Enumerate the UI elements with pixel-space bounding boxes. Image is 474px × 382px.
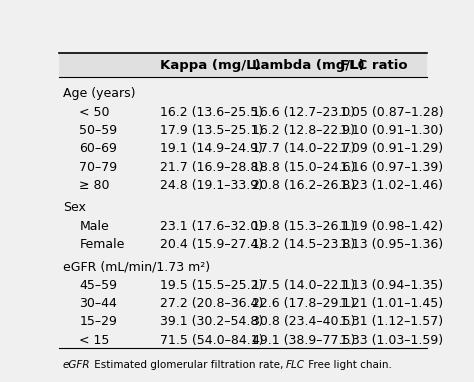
Text: 19.8 (15.3–26.1): 19.8 (15.3–26.1) (252, 220, 355, 233)
Text: FLC ratio: FLC ratio (340, 59, 408, 72)
Text: 70–79: 70–79 (80, 161, 118, 174)
FancyBboxPatch shape (59, 53, 427, 77)
Text: 17.7 (14.0–22.7): 17.7 (14.0–22.7) (252, 142, 356, 155)
Text: Lambda (mg/L): Lambda (mg/L) (252, 59, 365, 72)
Text: 19.5 (15.5–25.2): 19.5 (15.5–25.2) (160, 279, 264, 292)
Text: 27.2 (20.8–36.4): 27.2 (20.8–36.4) (160, 297, 264, 310)
Text: 60–69: 60–69 (80, 142, 118, 155)
Text: FLC: FLC (286, 360, 305, 370)
Text: 1.10 (0.91–1.30): 1.10 (0.91–1.30) (340, 124, 444, 137)
Text: 1.19 (0.98–1.42): 1.19 (0.98–1.42) (340, 220, 443, 233)
Text: 16.6 (12.7–23.0): 16.6 (12.7–23.0) (252, 106, 355, 119)
Text: 1.33 (1.03–1.59): 1.33 (1.03–1.59) (340, 334, 443, 347)
Text: Female: Female (80, 238, 125, 251)
Text: Sex: Sex (63, 201, 86, 214)
Text: 16.2 (13.6–25.5): 16.2 (13.6–25.5) (160, 106, 264, 119)
Text: 22.6 (17.8–29.1): 22.6 (17.8–29.1) (252, 297, 355, 310)
Text: 30.8 (23.4–40.5): 30.8 (23.4–40.5) (252, 316, 356, 329)
Text: 1.23 (1.02–1.46): 1.23 (1.02–1.46) (340, 179, 443, 192)
Text: 24.8 (19.1–33.9): 24.8 (19.1–33.9) (160, 179, 263, 192)
Text: 1.21 (1.01–1.45): 1.21 (1.01–1.45) (340, 297, 443, 310)
Text: 30–44: 30–44 (80, 297, 118, 310)
Text: Age (years): Age (years) (63, 87, 136, 100)
Text: 1.09 (0.91–1.29): 1.09 (0.91–1.29) (340, 142, 443, 155)
Text: 15–29: 15–29 (80, 316, 118, 329)
Text: < 50: < 50 (80, 106, 110, 119)
Text: 71.5 (54.0–84.1): 71.5 (54.0–84.1) (160, 334, 264, 347)
Text: 1.31 (1.12–1.57): 1.31 (1.12–1.57) (340, 316, 443, 329)
Text: 1.13 (0.95–1.36): 1.13 (0.95–1.36) (340, 238, 443, 251)
Text: Kappa (mg/L): Kappa (mg/L) (160, 59, 261, 72)
Text: 1.05 (0.87–1.28): 1.05 (0.87–1.28) (340, 106, 444, 119)
Text: 45–59: 45–59 (80, 279, 118, 292)
Text: 23.1 (17.6–32.0): 23.1 (17.6–32.0) (160, 220, 264, 233)
Text: 20.4 (15.9–27.4): 20.4 (15.9–27.4) (160, 238, 264, 251)
Text: 18.8 (15.0–24.6): 18.8 (15.0–24.6) (252, 161, 356, 174)
Text: 19.1 (14.9–24.9): 19.1 (14.9–24.9) (160, 142, 263, 155)
Text: ≥ 80: ≥ 80 (80, 179, 110, 192)
Text: 20.8 (16.2–26.8): 20.8 (16.2–26.8) (252, 179, 356, 192)
Text: 1.13 (0.94–1.35): 1.13 (0.94–1.35) (340, 279, 443, 292)
Text: Estimated glomerular filtration rate,: Estimated glomerular filtration rate, (91, 360, 286, 370)
Text: 39.1 (30.2–54.8): 39.1 (30.2–54.8) (160, 316, 264, 329)
Text: Free light chain.: Free light chain. (305, 360, 392, 370)
Text: 17.9 (13.5–25.1): 17.9 (13.5–25.1) (160, 124, 264, 137)
Text: 18.2 (14.5–23.8): 18.2 (14.5–23.8) (252, 238, 356, 251)
Text: 17.5 (14.0–22.1): 17.5 (14.0–22.1) (252, 279, 356, 292)
Text: 16.2 (12.8–22.9): 16.2 (12.8–22.9) (252, 124, 355, 137)
Text: < 15: < 15 (80, 334, 110, 347)
Text: 1.16 (0.97–1.39): 1.16 (0.97–1.39) (340, 161, 443, 174)
Text: eGFR: eGFR (63, 360, 91, 370)
Text: 50–59: 50–59 (80, 124, 118, 137)
Text: eGFR (mL/min/1.73 m²): eGFR (mL/min/1.73 m²) (63, 260, 210, 273)
Text: Male: Male (80, 220, 109, 233)
Text: 49.1 (38.9–77.5): 49.1 (38.9–77.5) (252, 334, 356, 347)
Text: 21.7 (16.9–28.8): 21.7 (16.9–28.8) (160, 161, 264, 174)
